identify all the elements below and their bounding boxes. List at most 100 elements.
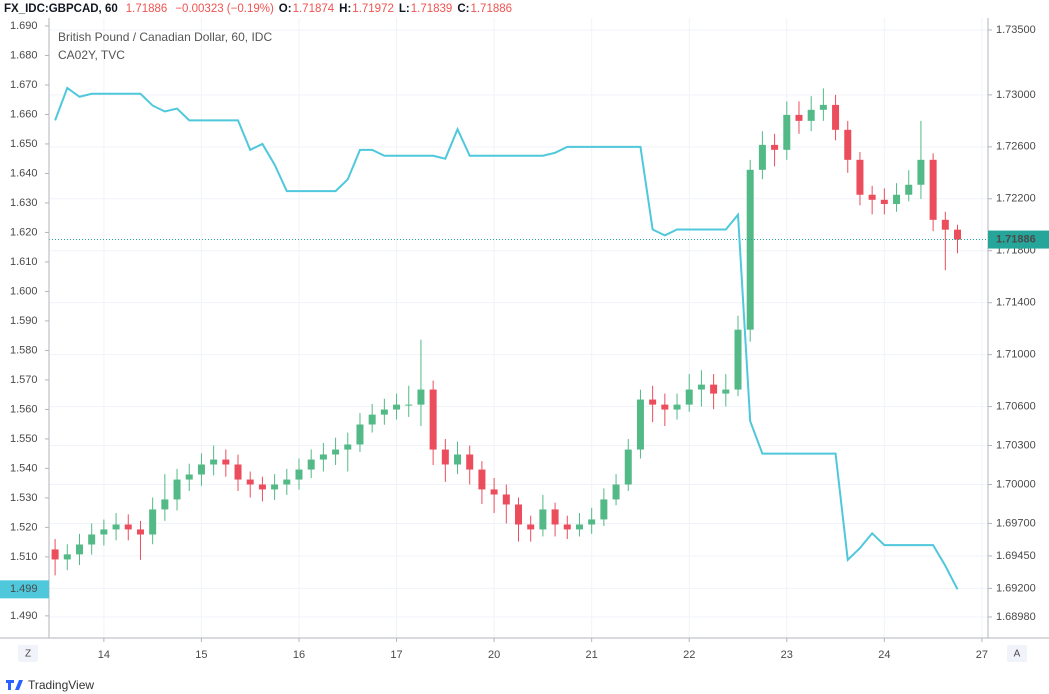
- x-tick-label: 27: [976, 649, 988, 661]
- candle-body: [429, 389, 437, 450]
- candle-body: [466, 454, 474, 470]
- candle-body: [539, 509, 547, 530]
- y-tick-label: 1.540: [10, 462, 38, 474]
- candle-body: [575, 524, 583, 530]
- y-tick-label: 1.580: [10, 344, 38, 356]
- y2-tick-label: 1.72600: [996, 141, 1036, 153]
- candle-body: [478, 469, 486, 490]
- candle-body: [380, 409, 388, 415]
- header-ohlc-key: C:: [457, 3, 469, 15]
- candle-body: [624, 449, 632, 485]
- y-tick-label: 1.600: [10, 285, 38, 297]
- candle-body: [393, 404, 401, 410]
- candle-body: [356, 424, 364, 445]
- scale-button-label[interactable]: Z: [25, 649, 31, 660]
- y-tick-label: 1.550: [10, 433, 38, 445]
- candle-body: [636, 399, 644, 450]
- candle-body: [771, 144, 779, 150]
- candle-body: [954, 229, 962, 240]
- x-tick-label: 20: [488, 649, 500, 661]
- x-tick-label: 24: [878, 649, 890, 661]
- header: FX_IDC:GBPCAD, 60 1.71886 −0.00323 (−0.19%…: [4, 3, 512, 15]
- candle-body: [75, 544, 83, 555]
- line-series: [54, 86, 959, 590]
- header-ohlc-value: 1.71886: [470, 3, 512, 15]
- header-symbol: FX_IDC:GBPCAD, 60: [4, 3, 118, 15]
- y-tick-label: 1.630: [10, 197, 38, 209]
- candle-body: [917, 159, 925, 185]
- candle-body: [880, 199, 888, 204]
- y-tick-label: 1.610: [10, 256, 38, 268]
- candle-body: [685, 389, 693, 405]
- candle-body: [319, 454, 327, 460]
- x-tick-label: 21: [586, 649, 598, 661]
- candle-body: [868, 194, 876, 200]
- candle-body: [405, 404, 413, 406]
- candle-body: [454, 454, 462, 465]
- brand-logo: [6, 680, 23, 690]
- y2-tick-label: 1.73500: [996, 24, 1036, 36]
- candle-body: [673, 404, 681, 410]
- candle-body: [149, 509, 157, 535]
- candle-body: [722, 389, 730, 394]
- candle-body: [734, 329, 742, 390]
- candle-body: [710, 384, 718, 394]
- y-tick-label: 1.520: [10, 521, 38, 533]
- candle-body: [441, 449, 449, 465]
- candle-body: [832, 104, 840, 130]
- y-tick-label: 1.690: [10, 20, 38, 32]
- y-tick-label: 1.650: [10, 138, 38, 150]
- scale-button[interactable]: [18, 645, 38, 662]
- candle-body: [893, 194, 901, 204]
- x-tick-label: 23: [781, 649, 793, 661]
- y-tick-label: 1.640: [10, 167, 38, 179]
- brand: TradingView: [28, 678, 94, 692]
- candle-body: [210, 459, 218, 465]
- y2-tick-label: 1.72200: [996, 193, 1036, 205]
- candle-body: [283, 479, 291, 485]
- candle-body: [100, 529, 108, 535]
- x-tick-label: 17: [390, 649, 402, 661]
- candle-body: [197, 464, 205, 475]
- y-tick-label: 1.680: [10, 49, 38, 61]
- candle-body: [295, 469, 303, 480]
- header-last: 1.71886: [126, 3, 168, 15]
- last-price-box: [988, 230, 1049, 249]
- candle-body: [88, 534, 96, 545]
- auto-button-label[interactable]: A: [1014, 649, 1021, 660]
- candle-body: [746, 169, 754, 330]
- candle-body: [368, 414, 376, 425]
- candle-body: [612, 484, 620, 500]
- candle-body: [63, 554, 71, 560]
- candle-body: [941, 219, 949, 230]
- logo-shape: [6, 680, 23, 690]
- y2-tick-label: 1.71000: [996, 349, 1036, 361]
- auto-button[interactable]: [1007, 645, 1027, 662]
- candle-body: [795, 114, 803, 121]
- y-tick-label: 1.660: [10, 108, 38, 120]
- y-tick-label: 1.510: [10, 551, 38, 563]
- candle-body: [515, 504, 522, 525]
- candle-body: [807, 109, 815, 121]
- candle-body: [649, 399, 657, 405]
- candle-body: [222, 459, 230, 465]
- header-ohlc-value: 1.71972: [352, 3, 394, 15]
- candle-body: [856, 159, 864, 195]
- x-tick-label: 22: [683, 649, 695, 661]
- y-tick-label: 1.590: [10, 315, 38, 327]
- candle-body: [258, 484, 266, 490]
- candle-body: [697, 384, 705, 390]
- candle-body: [783, 114, 791, 150]
- candle-body: [551, 509, 559, 525]
- axes: 1.735001.730001.726001.722001.718001.714…: [0, 20, 1049, 661]
- header-ohlc-key: O:: [279, 3, 292, 15]
- candle-body: [417, 389, 425, 405]
- candle-body: [844, 129, 852, 160]
- candle-body: [819, 104, 827, 110]
- header-change: −0.00323 (−0.19%): [175, 3, 274, 15]
- candle-body: [563, 524, 571, 530]
- last-value-label: 1.499: [10, 583, 38, 595]
- y2-tick-label: 1.70000: [996, 478, 1036, 490]
